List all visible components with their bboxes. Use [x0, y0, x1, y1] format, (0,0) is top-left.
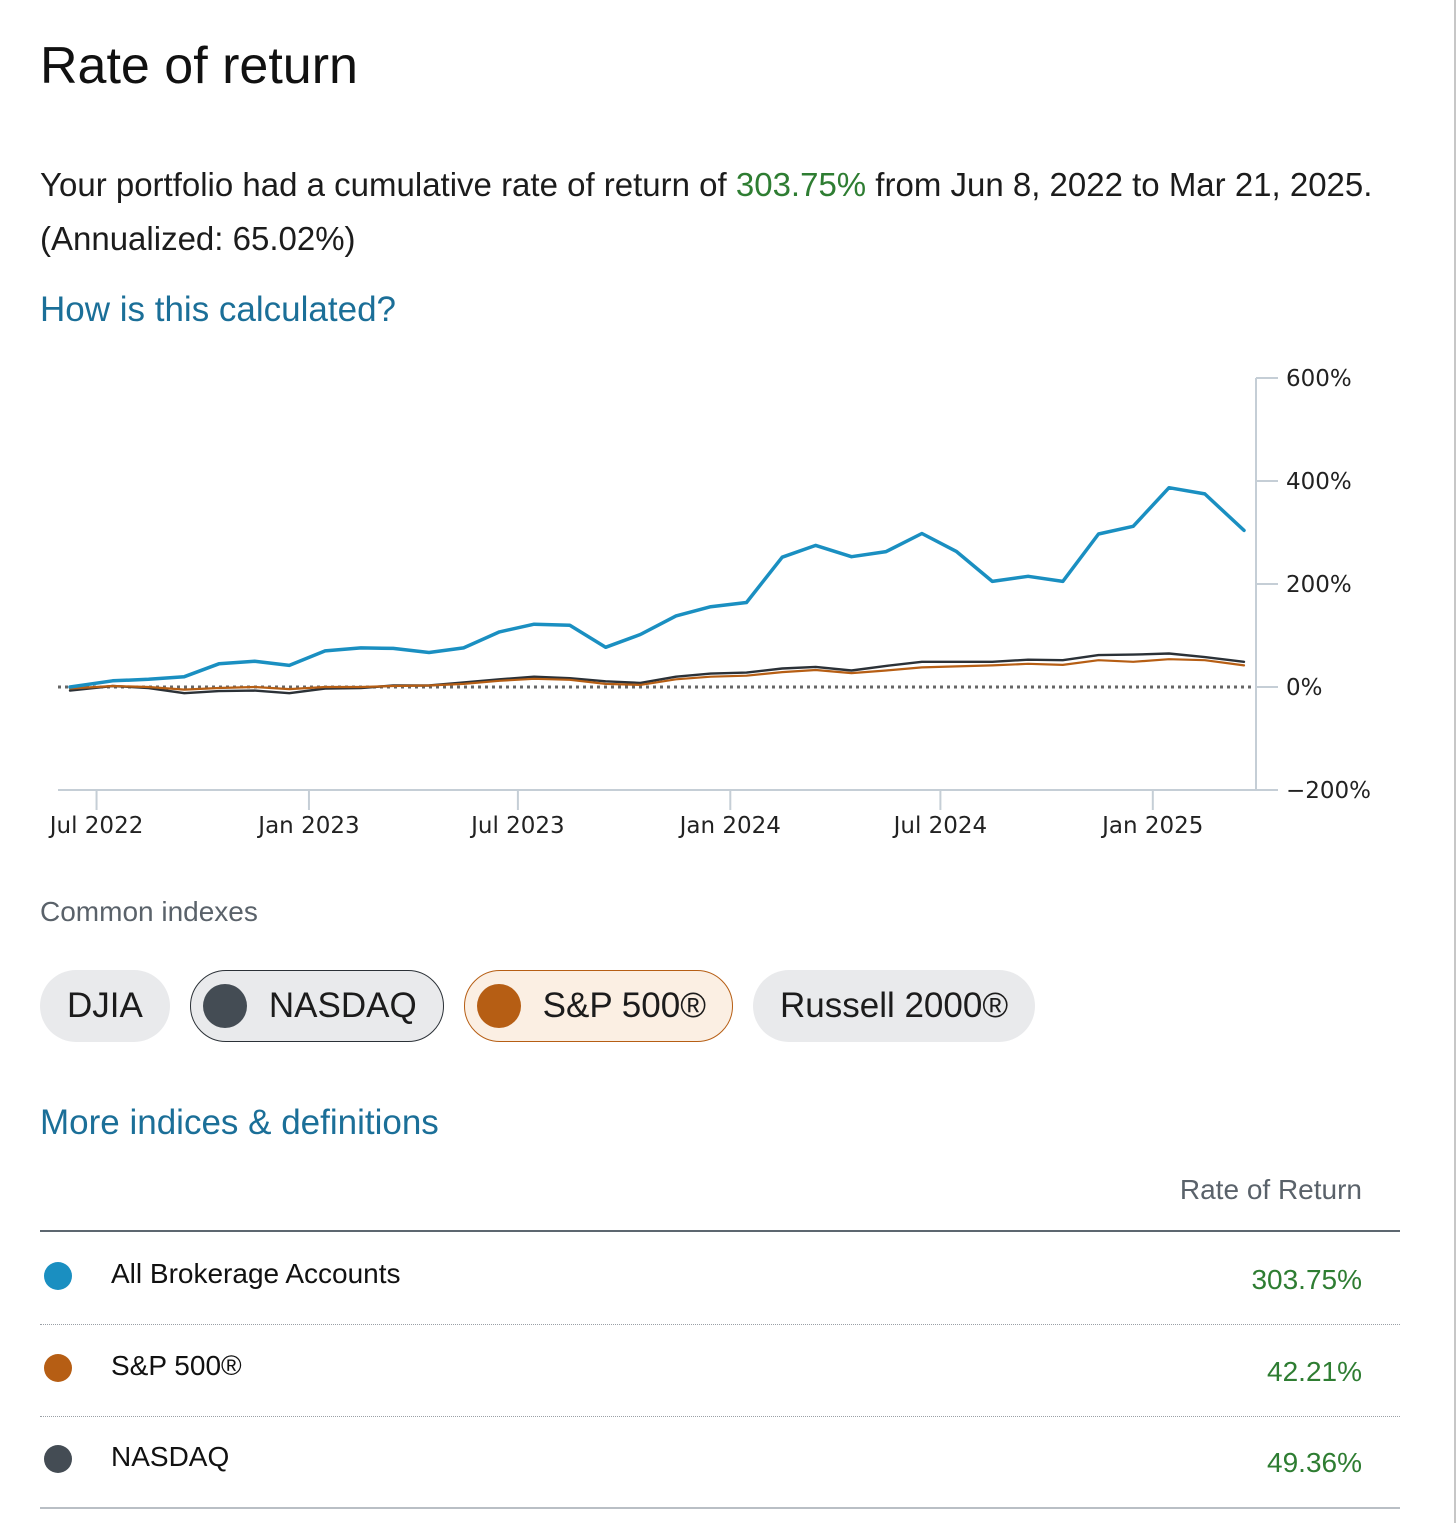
sp500-color-dot: [476, 984, 521, 1028]
y-tick-label: 200%: [1286, 572, 1352, 598]
table-row: S&P 500® 42.21%: [40, 1324, 1400, 1417]
index-chip-group: DJIA NASDAQ S&P 500® Russell 2000®: [40, 970, 1036, 1042]
right-border: [1454, 0, 1456, 1523]
row-value: 303.75%: [1251, 1264, 1362, 1295]
table-row: All Brokerage Accounts 303.75%: [40, 1232, 1400, 1325]
table-row: NASDAQ 49.36%: [40, 1415, 1400, 1509]
sp500-line: [68, 658, 1246, 691]
nasdaq-color-dot: [202, 984, 247, 1028]
y-tick-label: 0%: [1286, 675, 1323, 701]
return-summary: Your portfolio had a cumulative rate of …: [40, 158, 1400, 266]
common-indexes-label: Common indexes: [40, 896, 258, 927]
x-tick-label: Jul 2022: [48, 813, 144, 839]
x-tick-label: Jul 2023: [469, 813, 565, 839]
rate-of-return-chart: 600% 400% 200% 0% −200% Jul 2022 Jan 2023 Jul 2…: [48, 366, 1371, 839]
row-value: 49.36%: [1267, 1447, 1362, 1478]
y-tick-label: 400%: [1286, 469, 1352, 495]
chip-djia[interactable]: DJIA: [40, 970, 170, 1042]
chip-sp500[interactable]: S&P 500®: [463, 970, 733, 1042]
chip-russell-2000[interactable]: Russell 2000®: [752, 970, 1036, 1042]
chip-sp500-label: S&P 500®: [542, 986, 706, 1025]
summary-prefix: Your portfolio had a cumulative rate of …: [40, 166, 736, 203]
y-tick-label: 600%: [1286, 366, 1352, 392]
x-tick-label: Jul 2024: [892, 813, 988, 839]
chip-nasdaq[interactable]: NASDAQ: [189, 970, 444, 1042]
sp500-legend-dot: [44, 1354, 72, 1382]
portfolio-line: [68, 485, 1246, 689]
nasdaq-legend-dot: [44, 1445, 72, 1473]
row-name: S&P 500®: [111, 1350, 242, 1381]
nasdaq-line: [68, 652, 1246, 695]
chip-nasdaq-label: NASDAQ: [268, 986, 417, 1025]
page-title: Rate of return: [40, 37, 358, 95]
row-name: NASDAQ: [111, 1441, 230, 1472]
x-tick-label: Jan 2023: [256, 813, 359, 839]
rate-of-return-column-header: Rate of Return: [1179, 1174, 1362, 1205]
row-value: 42.21%: [1267, 1356, 1362, 1387]
y-tick-label: −200%: [1286, 778, 1371, 804]
table-divider: [40, 1230, 1400, 1232]
how-calculated-link[interactable]: How is this calculated?: [40, 290, 396, 329]
x-tick-label: Jan 2024: [678, 813, 781, 839]
x-tick-label: Jan 2025: [1100, 813, 1203, 839]
row-name: All Brokerage Accounts: [111, 1258, 401, 1289]
chip-russell-label: Russell 2000®: [779, 986, 1009, 1025]
brokerage-legend-dot: [44, 1262, 72, 1290]
summary-return-value: 303.75%: [735, 166, 867, 203]
chip-djia-label: DJIA: [67, 986, 143, 1025]
summary-suffix: from Jun 8, 2022 to Mar 21, 2025. (Annua…: [40, 166, 1373, 257]
more-indices-link[interactable]: More indices & definitions: [40, 1103, 439, 1142]
